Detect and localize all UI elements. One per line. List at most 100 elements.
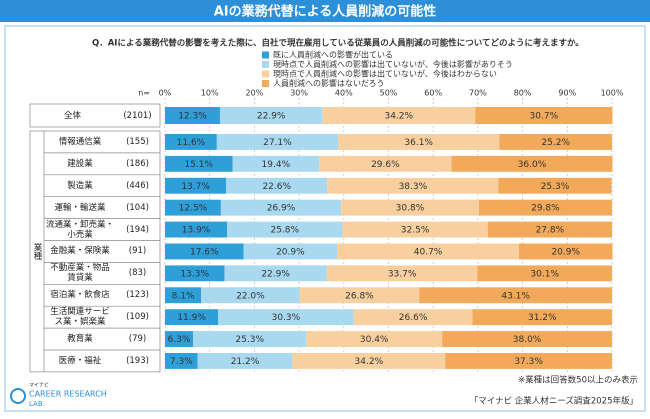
- bar-segment: [243, 243, 338, 260]
- bar-segment: [319, 155, 452, 172]
- bar-segment: [519, 243, 613, 260]
- bar-segment: [218, 309, 354, 326]
- header-band: [0, 0, 650, 22]
- x-tick-label: 0%: [159, 89, 172, 98]
- value-label: 11.9%: [177, 313, 206, 323]
- value-label: 26.6%: [399, 313, 428, 323]
- legend-label: 現時点で人員削減への影響は出ていないが、今後は影響がありそう: [273, 59, 513, 69]
- value-label: 20.9%: [276, 247, 305, 257]
- n-label: (186): [126, 158, 149, 169]
- n-label: (193): [126, 355, 149, 366]
- value-label: 29.6%: [371, 160, 400, 170]
- category-label: 製造業: [67, 180, 93, 191]
- bar-segment: [487, 221, 612, 238]
- value-label: 32.5%: [401, 226, 430, 236]
- n-label: (123): [126, 290, 149, 301]
- value-label: 20.9%: [551, 247, 580, 257]
- value-label: 12.5%: [179, 204, 208, 214]
- n-label: (155): [126, 136, 149, 147]
- bar-segment: [472, 309, 612, 326]
- value-label: 30.4%: [360, 335, 389, 345]
- x-tick-label: 50%: [380, 89, 398, 98]
- logo-name: CAREER RESEARCH: [29, 390, 107, 399]
- source: 「マイナビ 企業人材ニーズ調査2025年版」: [470, 396, 638, 407]
- legend-swatch: [262, 61, 269, 68]
- value-label: 36.0%: [518, 160, 547, 170]
- category-label: 全体: [63, 110, 81, 121]
- value-label: 30.1%: [530, 269, 559, 279]
- bar-segment: [442, 331, 612, 347]
- group-label: 業種: [32, 242, 42, 260]
- category-label: 情報通信業: [58, 136, 102, 147]
- x-tick-label: 90%: [558, 89, 576, 98]
- x-tick-label: 20%: [246, 89, 264, 98]
- bar-segment: [201, 287, 300, 304]
- bar-segment: [165, 265, 225, 282]
- value-label: 38.0%: [513, 335, 542, 345]
- n-label: (79): [128, 334, 147, 345]
- bar-segment: [477, 265, 612, 282]
- category-label: 金融業・保険業: [50, 246, 110, 257]
- value-label: 22.6%: [262, 182, 291, 192]
- category-label: 教育業: [67, 334, 93, 345]
- value-label: 30.8%: [396, 204, 425, 214]
- bar-segment: [498, 177, 612, 194]
- category-label: 医療・福祉: [58, 355, 102, 366]
- x-tick-label: 70%: [469, 89, 487, 98]
- chart-title: AIの業務代替による人員削減の可能性: [214, 4, 437, 20]
- category-label: 運輸・輸送業: [54, 202, 106, 213]
- bar-segment: [341, 199, 479, 216]
- bar-segment: [220, 199, 342, 216]
- legend-label: 既に人員削減への影響が出ている: [273, 50, 393, 60]
- value-label: 26.9%: [267, 204, 296, 214]
- value-label: 25.3%: [235, 335, 264, 345]
- bar-segment: [419, 287, 612, 304]
- bar-segment: [337, 243, 520, 260]
- value-label: 36.1%: [404, 138, 433, 148]
- n-label: (2101): [123, 110, 152, 121]
- bar-segment: [224, 265, 327, 282]
- bar-segment: [165, 331, 194, 347]
- bar-segment: [165, 221, 228, 238]
- value-label: 19.4%: [262, 160, 291, 170]
- value-label: 12.3%: [178, 112, 207, 122]
- bar-segment: [219, 107, 323, 124]
- value-label: 29.8%: [531, 204, 560, 214]
- footnote: ※業種は回答数50以上のみ表示: [518, 375, 638, 386]
- bar-segment: [337, 134, 500, 150]
- bar-segment: [165, 155, 233, 172]
- value-label: 34.2%: [384, 112, 413, 122]
- x-tick-label: 10%: [201, 89, 219, 98]
- bar-segment: [165, 353, 198, 369]
- value-label: 11.6%: [177, 138, 206, 148]
- n-label: (104): [126, 202, 149, 213]
- value-label: 15.1%: [184, 160, 213, 170]
- x-tick-label: 80%: [514, 89, 532, 98]
- value-label: 6.3%: [168, 335, 191, 345]
- n-label: (446): [126, 180, 149, 191]
- n-label: (194): [126, 224, 149, 235]
- legend-label: 人員削減への影響はないだろう: [273, 78, 385, 88]
- value-label: 26.8%: [345, 291, 374, 301]
- x-tick-label: 100%: [601, 89, 624, 98]
- n-label: (109): [126, 312, 149, 323]
- logo-lab: LAB.: [29, 400, 45, 408]
- n-label: (91): [128, 246, 147, 257]
- value-label: 13.9%: [182, 226, 211, 236]
- bar-segment: [165, 243, 244, 260]
- value-label: 13.7%: [181, 182, 210, 192]
- legend-swatch: [262, 70, 269, 78]
- bar-segment: [299, 287, 420, 304]
- card: [4, 25, 646, 412]
- legend-label: 現時点で人員削減への影響は出ていないが、今後はわからない: [273, 69, 497, 79]
- value-label: 37.3%: [514, 357, 543, 367]
- x-tick-label: 40%: [335, 89, 353, 98]
- bar-segment: [322, 107, 476, 124]
- value-label: 34.2%: [355, 357, 384, 367]
- bar-segment: [227, 221, 343, 238]
- bar-segment: [451, 155, 613, 172]
- bar-segment: [165, 309, 219, 326]
- bar-segment: [342, 221, 488, 238]
